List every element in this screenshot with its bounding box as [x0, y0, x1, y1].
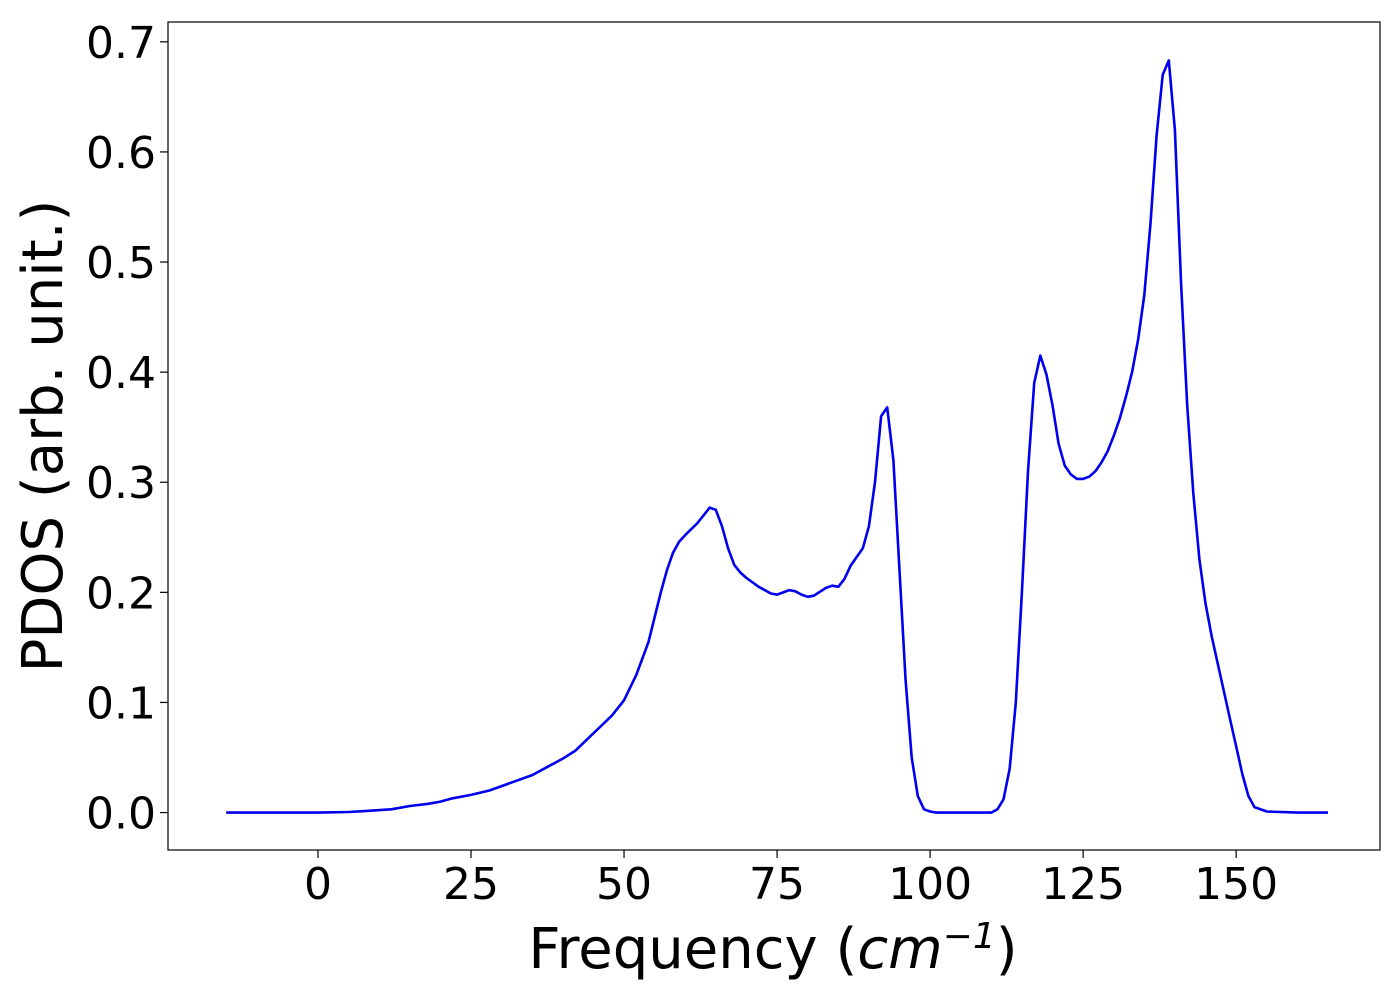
y-tick-label: 0.6	[86, 128, 156, 179]
x-tick-label: 50	[596, 859, 652, 910]
x-tick-label: 75	[749, 859, 805, 910]
x-axis-label-unit-exponent: −1	[943, 916, 996, 957]
plot-frame	[167, 21, 1381, 851]
x-axis-label-unit: cm	[857, 917, 942, 982]
plot-area	[167, 21, 1381, 851]
x-axis-label-suffix: )	[996, 917, 1018, 982]
x-tick-label: 125	[1041, 859, 1125, 910]
y-tick-label: 0.5	[86, 238, 156, 289]
y-tick-label: 0.2	[86, 568, 156, 619]
x-axis-label: Frequency (cm−1)	[528, 916, 1017, 982]
x-tick-label: 25	[443, 859, 499, 910]
x-tick-label: 0	[304, 859, 332, 910]
y-tick-label: 0.4	[86, 348, 156, 399]
x-axis-ticks: 0 25 50 75 100 125 150	[304, 850, 1278, 910]
x-tick-label: 150	[1194, 859, 1278, 910]
y-tick-label: 0.7	[86, 18, 156, 69]
series-line-0	[226, 59, 1328, 814]
y-tick-label: 0.3	[86, 458, 156, 509]
y-tick-label: 0.1	[86, 678, 156, 729]
y-axis-label: PDOS (arb. unit.)	[11, 200, 76, 673]
y-tick-label: 0.0	[86, 789, 156, 840]
y-axis-ticks: 0.0 0.1 0.2 0.3 0.4 0.5 0.6 0.7	[86, 18, 168, 840]
x-tick-label: 100	[888, 859, 972, 910]
x-axis-label-prefix: Frequency (	[528, 917, 857, 982]
